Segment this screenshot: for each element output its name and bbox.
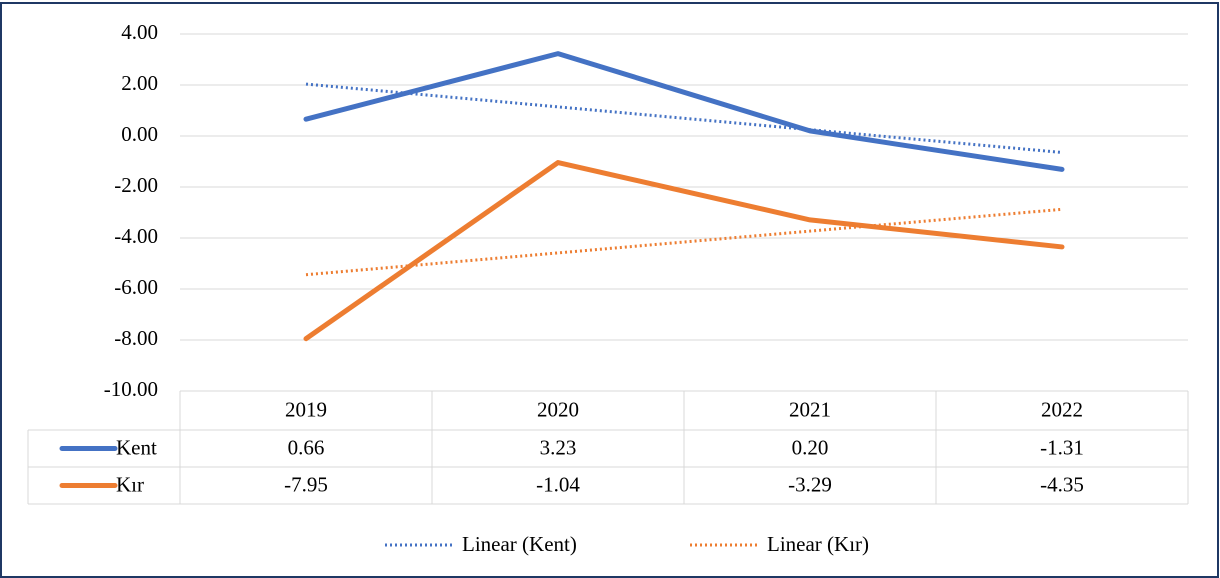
- table-series-name: Kır: [116, 472, 144, 496]
- table-value: -4.35: [1040, 472, 1084, 496]
- y-tick-label: 0.00: [121, 122, 158, 146]
- y-tick-label: -2.00: [114, 173, 158, 197]
- table-value: 0.20: [792, 435, 829, 459]
- legend-label: Linear (Kır): [767, 532, 869, 556]
- trendline: [305, 82, 1063, 154]
- table-value: -1.04: [536, 472, 580, 496]
- x-tick-label: 2020: [537, 397, 579, 421]
- y-tick-label: -8.00: [114, 326, 158, 350]
- table-value: -3.29: [788, 472, 832, 496]
- table-value: -1.31: [1040, 435, 1084, 459]
- y-tick-label: -10.00: [104, 377, 158, 401]
- y-tick-label: 2.00: [121, 71, 158, 95]
- table-series-name: Kent: [116, 435, 157, 459]
- legend-label: Linear (Kent): [462, 532, 577, 556]
- trendline: [305, 207, 1063, 277]
- x-tick-label: 2021: [789, 397, 831, 421]
- x-tick-label: 2019: [285, 397, 327, 421]
- y-tick-label: -4.00: [114, 224, 158, 248]
- x-tick-label: 2022: [1041, 397, 1083, 421]
- table-value: -7.95: [284, 472, 328, 496]
- series-line: [303, 51, 1065, 172]
- table-value: 3.23: [540, 435, 577, 459]
- table-value: 0.66: [288, 435, 325, 459]
- y-tick-label: 4.00: [121, 20, 158, 44]
- series-line: [303, 160, 1065, 342]
- y-tick-label: -6.00: [114, 275, 158, 299]
